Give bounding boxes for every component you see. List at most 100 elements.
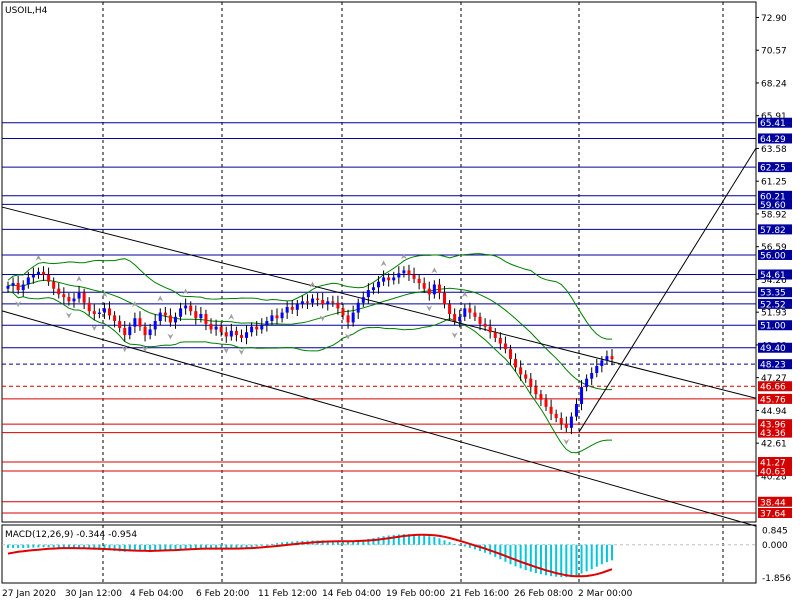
time-tick-label: 4 Feb 04:00	[130, 589, 184, 599]
bear-candle	[427, 288, 431, 295]
bear-candle	[209, 323, 213, 330]
macd-histogram-bar	[42, 544, 45, 548]
macd-histogram-bar	[341, 541, 344, 545]
bear-candle	[163, 312, 167, 316]
candlesticks	[6, 264, 614, 435]
bull-candle	[199, 314, 203, 319]
macd-histogram-bar	[473, 544, 476, 550]
macd-histogram-bar	[230, 544, 233, 549]
macd-histogram-bar	[463, 544, 466, 547]
level-label: 54.61	[760, 271, 786, 281]
time-tick-label: 6 Feb 20:00	[196, 589, 250, 599]
bull-candle	[569, 416, 573, 428]
macd-histogram-bar	[499, 544, 502, 560]
bear-candle	[493, 332, 497, 338]
bollinger-upper	[7, 253, 612, 340]
level-label: 59.60	[760, 201, 786, 211]
level-label: 56.00	[760, 251, 786, 261]
macd-histogram-bar	[555, 544, 558, 577]
bear-candle	[468, 308, 472, 313]
macd-histogram-bar	[529, 544, 532, 572]
macd-histogram-bar	[560, 544, 563, 578]
macd-histogram-bar	[128, 544, 131, 552]
macd-histogram-bar	[504, 544, 507, 562]
fractal-up-marker	[131, 301, 138, 308]
bear-candle	[417, 278, 421, 284]
macd-histogram-bar	[184, 544, 187, 549]
bear-candle	[316, 298, 320, 300]
level-label: 40.63	[760, 467, 786, 477]
macd-histogram-bar	[179, 544, 182, 549]
level-label-box	[758, 359, 792, 370]
macd-histogram-bar	[387, 535, 390, 545]
macd-histogram-bar	[448, 542, 451, 545]
macd-histogram-bar	[113, 544, 116, 551]
macd-histogram-bar	[605, 544, 608, 563]
fractal-down-marker	[238, 348, 245, 355]
macd-histogram-bar	[47, 544, 50, 548]
macd-histogram-bar	[199, 544, 202, 549]
macd-histogram-bar	[418, 534, 421, 545]
macd-tick-label: 0.000	[762, 541, 788, 551]
macd-histogram-bar	[189, 544, 192, 549]
fractal-up-marker	[157, 295, 164, 302]
macd-histogram-bar	[7, 544, 9, 548]
bear-candle	[554, 413, 558, 418]
level-label: 60.21	[760, 192, 786, 202]
time-tick-label: 14 Feb 04:00	[322, 589, 381, 599]
fractal-down-marker	[451, 332, 458, 339]
bull-candle	[133, 318, 137, 327]
macd-histogram-bar	[67, 544, 70, 549]
macd-histogram-bar	[78, 544, 81, 549]
level-label-box	[758, 190, 792, 201]
macd-histogram-bar	[118, 544, 121, 552]
macd-histogram-bar	[22, 544, 25, 548]
macd-histogram-bar	[154, 544, 157, 551]
bear-candle	[290, 306, 294, 310]
macd-histogram-bar	[362, 539, 365, 545]
macd-histogram-bar	[524, 544, 527, 571]
bear-candle	[407, 270, 411, 275]
macd-tick-label: -1.856	[762, 574, 791, 584]
macd-histogram-bar	[550, 544, 553, 577]
fractal-down-marker	[319, 315, 326, 322]
bear-candle	[453, 314, 457, 322]
level-label-box	[758, 269, 792, 280]
price-tick-label: 51.93	[761, 309, 787, 319]
macd-histogram-bar	[519, 544, 522, 569]
time-tick-label: 26 Feb 08:00	[514, 589, 573, 599]
macd-histogram-bar	[204, 544, 207, 549]
bear-candle	[519, 367, 523, 375]
bull-candle	[6, 285, 10, 289]
bear-candle	[82, 292, 86, 303]
macd-histogram-bar	[255, 544, 258, 547]
bear-candle	[529, 378, 533, 388]
level-label-box	[758, 456, 792, 467]
bull-candle	[280, 312, 284, 319]
macd-histogram-bar	[169, 544, 172, 550]
macd-histogram-bar	[433, 536, 436, 545]
bear-candle	[67, 297, 71, 302]
bear-candle	[488, 326, 492, 333]
macd-histogram-bar	[88, 544, 91, 550]
macd-histogram-bar	[377, 537, 380, 545]
bear-candle	[478, 316, 482, 324]
bollinger-bands	[7, 253, 612, 454]
macd-histogram-bar	[52, 544, 55, 548]
macd-histogram-bar	[600, 544, 603, 565]
bear-candle	[168, 315, 172, 323]
macd-histogram-bar	[235, 544, 238, 549]
bull-candle	[361, 297, 365, 303]
macd-histogram-bar	[12, 544, 15, 548]
macd-histogram-bar	[407, 534, 410, 545]
macd-histogram-bar	[367, 538, 370, 545]
level-label: 48.23	[760, 361, 786, 371]
bear-candle	[255, 326, 259, 330]
bear-candle	[610, 356, 614, 359]
macd-histogram-bar	[276, 543, 279, 545]
fractal-up-marker	[228, 313, 235, 320]
level-label: 53.35	[760, 289, 786, 299]
bull-candle	[11, 283, 15, 286]
trendlines	[1, 147, 757, 527]
bull-candle	[26, 277, 30, 285]
